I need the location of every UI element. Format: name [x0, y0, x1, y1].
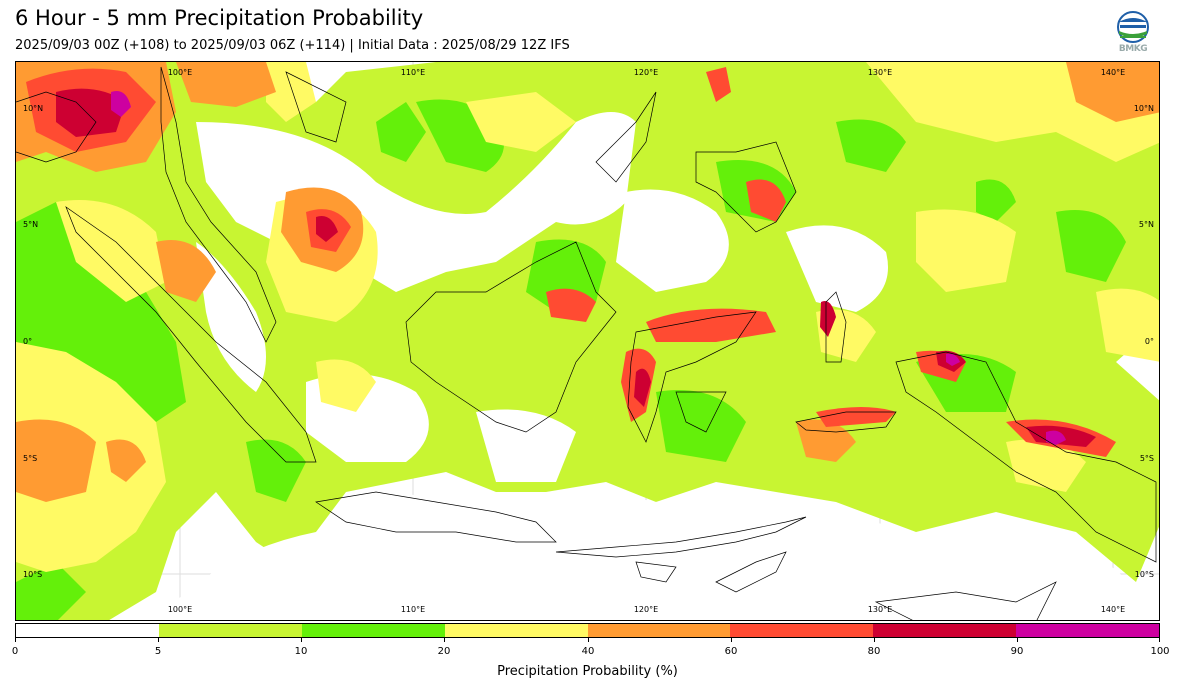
- colorbar-ticks: 0 5 10 20 40 60 80 90 100: [11, 638, 1170, 658]
- lon-label-top-100: 100°E: [168, 68, 192, 77]
- colorbar-segment: [730, 624, 874, 637]
- lat-label-right-0: 0°: [1145, 337, 1154, 346]
- colorbar-segment: [158, 624, 302, 637]
- chart-title: 6 Hour - 5 mm Precipitation Probability: [15, 6, 424, 30]
- lat-label-left-5s: 5°S: [23, 454, 37, 463]
- lat-label-right-10n: 10°N: [1134, 104, 1154, 113]
- colorbar-tick-label: 20: [437, 646, 451, 657]
- colorbar-tick: [15, 638, 16, 642]
- colorbar-tick-label: 60: [724, 646, 738, 657]
- lon-label-bottom-100: 100°E: [168, 605, 192, 614]
- colorbar-tick: [301, 638, 302, 642]
- lat-label-left-5n: 5°N: [23, 220, 38, 229]
- lon-label-bottom-110: 110°E: [401, 605, 425, 614]
- lon-label-top-110: 110°E: [401, 68, 425, 77]
- lon-label-bottom-140: 140°E: [1101, 605, 1125, 614]
- probability-field-90-100: [111, 91, 1066, 445]
- colorbar-tick: [444, 638, 445, 642]
- colorbar-segment: [301, 624, 445, 637]
- colorbar-tick: [731, 638, 732, 642]
- colorbar-tick: [1159, 638, 1160, 642]
- coastlines: [16, 66, 1157, 620]
- chart-subtitle: 2025/09/03 00Z (+108) to 2025/09/03 06Z …: [15, 38, 570, 53]
- colorbar-segment: [587, 624, 731, 637]
- lon-label-bottom-120: 120°E: [634, 605, 658, 614]
- colorbar-tick-label: 80: [867, 646, 881, 657]
- colorbar-tick: [1017, 638, 1018, 642]
- lat-label-left-10s: 10°S: [23, 570, 42, 579]
- colorbar-segment: [1016, 624, 1159, 637]
- bmkg-logo: BMKG: [1113, 10, 1153, 56]
- colorbar-tick-label: 5: [154, 646, 162, 657]
- lon-label-top-130: 130°E: [868, 68, 892, 77]
- colorbar-label: Precipitation Probability (%): [497, 664, 678, 679]
- lat-label-left-0: 0°: [23, 337, 32, 346]
- colorbar-segment: [873, 624, 1017, 637]
- colorbar-tick: [874, 638, 875, 642]
- colorbar-segment: [16, 624, 159, 637]
- lat-label-right-10s: 10°S: [1135, 570, 1154, 579]
- lon-label-top-140: 140°E: [1101, 68, 1125, 77]
- colorbar-tick-label: 10: [294, 646, 308, 657]
- lon-label-bottom-130: 130°E: [868, 605, 892, 614]
- map-axis-labels: 100°E 110°E 120°E 130°E 140°E 100°E 110°…: [23, 68, 1154, 614]
- colorbar-tick-label: 0: [11, 646, 19, 657]
- lon-label-top-120: 120°E: [634, 68, 658, 77]
- colorbar-tick-label: 90: [1010, 646, 1024, 657]
- colorbar: [15, 623, 1160, 638]
- colorbar-tick-label: 100: [1150, 646, 1170, 657]
- lat-label-right-5s: 5°S: [1140, 454, 1154, 463]
- colorbar-segment: [444, 624, 588, 637]
- colorbar-tick: [158, 638, 159, 642]
- colorbar-tick-label: 40: [581, 646, 595, 657]
- lat-label-left-10n: 10°N: [23, 104, 43, 113]
- precipitation-map: 100°E 110°E 120°E 130°E 140°E 100°E 110°…: [15, 61, 1160, 621]
- logo-text: BMKG: [1118, 44, 1148, 54]
- colorbar-tick: [588, 638, 589, 642]
- lat-label-right-5n: 5°N: [1139, 220, 1154, 229]
